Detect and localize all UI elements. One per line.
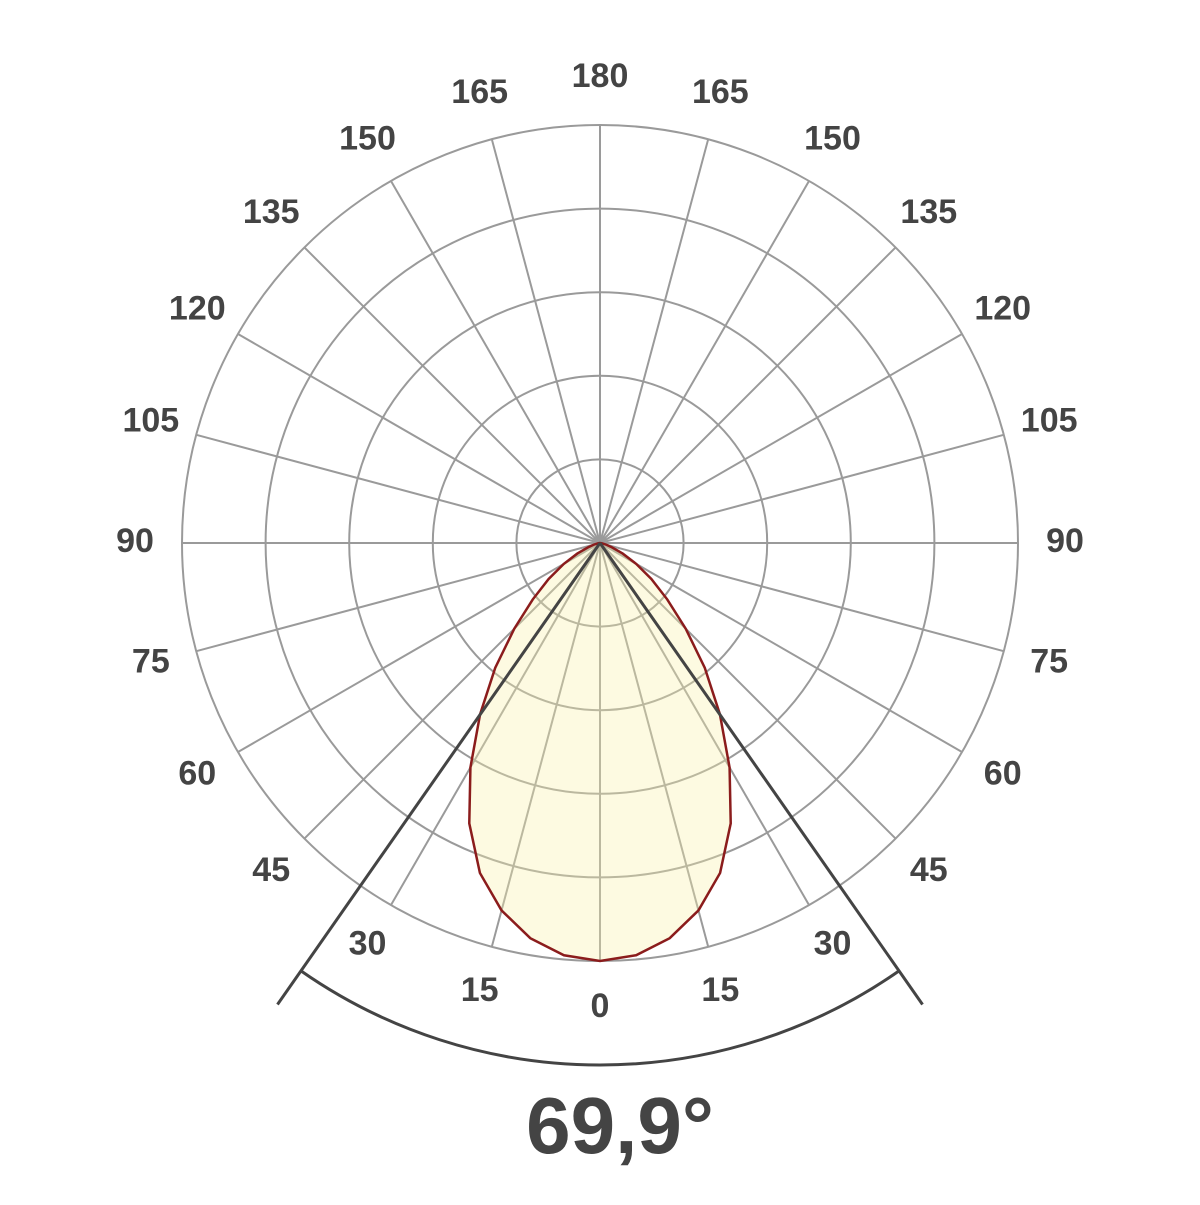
grid-spoke — [490, 138, 601, 544]
grid-spoke — [390, 542, 601, 906]
angle-label: 90 — [1046, 522, 1084, 560]
angle-label: 150 — [804, 119, 861, 157]
angle-label: 105 — [122, 402, 179, 440]
angle-label: 165 — [692, 73, 749, 111]
grid-spoke — [599, 542, 1005, 653]
grid-spoke — [490, 542, 601, 948]
angle-label: 30 — [814, 925, 852, 963]
angle-label: 15 — [461, 971, 499, 1009]
grid-spoke — [599, 542, 963, 753]
grid-spoke — [599, 246, 897, 544]
beam-angle-label: 69,9° — [526, 1081, 714, 1170]
angle-label: 45 — [910, 851, 948, 889]
grid-spoke — [599, 542, 810, 906]
grid-spoke — [303, 246, 601, 544]
grid-spoke — [195, 542, 601, 653]
grid-spoke — [599, 138, 710, 544]
angle-label: 60 — [178, 754, 216, 792]
angle-label: 165 — [451, 73, 508, 111]
angle-label: 105 — [1021, 402, 1078, 440]
grid-spoke — [195, 433, 601, 544]
grid-spoke — [599, 542, 897, 840]
beam-arc — [300, 969, 900, 1067]
angle-label: 30 — [349, 925, 387, 963]
intensity-curve — [468, 541, 732, 963]
beam-line — [598, 542, 924, 1006]
grid-spoke — [599, 433, 1005, 544]
angle-label: 135 — [900, 193, 957, 231]
angle-label: 90 — [116, 522, 154, 560]
angle-label: 45 — [252, 851, 290, 889]
beam-line — [276, 542, 602, 1006]
grid-spoke — [237, 333, 601, 544]
angle-label: 0 — [591, 987, 610, 1025]
angle-label: 75 — [132, 642, 170, 680]
angle-label: 60 — [984, 754, 1022, 792]
angle-label: 150 — [339, 119, 396, 157]
angle-label: 180 — [572, 57, 629, 95]
grid-spoke — [599, 333, 963, 544]
grid-spoke — [237, 542, 601, 753]
angle-label: 120 — [169, 289, 226, 327]
grid-spoke — [599, 542, 710, 948]
angle-label: 135 — [243, 193, 300, 231]
grid-spoke — [390, 180, 601, 544]
grid-spoke — [303, 542, 601, 840]
grid-spoke — [599, 180, 810, 544]
angle-label: 15 — [701, 971, 739, 1009]
angle-label: 75 — [1030, 642, 1068, 680]
angle-label: 120 — [974, 289, 1031, 327]
